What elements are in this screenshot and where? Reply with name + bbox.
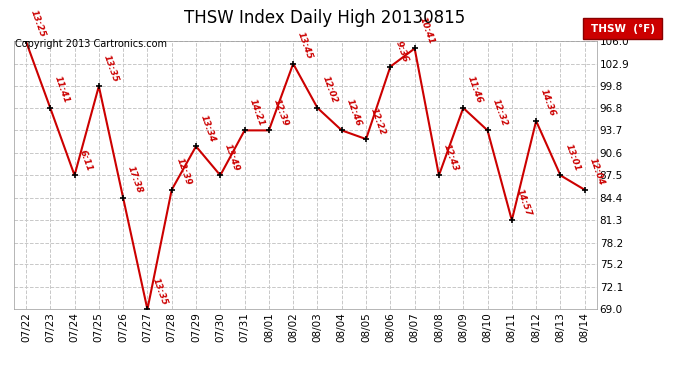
Text: 12:32: 12:32 bbox=[491, 98, 509, 128]
Text: 11:41: 11:41 bbox=[53, 75, 71, 105]
Text: 13:49: 13:49 bbox=[223, 142, 241, 172]
Text: THSW Index Daily High 20130815: THSW Index Daily High 20130815 bbox=[184, 9, 465, 27]
Text: 12:04: 12:04 bbox=[588, 157, 606, 187]
Text: 12:39: 12:39 bbox=[175, 157, 193, 187]
Text: 12:43: 12:43 bbox=[442, 142, 460, 172]
Text: 11:46: 11:46 bbox=[466, 75, 484, 105]
Text: 14:21: 14:21 bbox=[248, 98, 266, 128]
Text: 9:36: 9:36 bbox=[393, 40, 409, 64]
Text: 13:25: 13:25 bbox=[29, 8, 47, 38]
Text: 10:41: 10:41 bbox=[417, 16, 436, 46]
Text: 13:45: 13:45 bbox=[296, 31, 315, 61]
Text: 13:01: 13:01 bbox=[563, 142, 582, 172]
Text: THSW  (°F): THSW (°F) bbox=[591, 24, 655, 33]
Text: 17:38: 17:38 bbox=[126, 165, 144, 195]
Text: 12:39: 12:39 bbox=[272, 98, 290, 128]
Text: 13:35: 13:35 bbox=[150, 276, 168, 306]
Text: 6:11: 6:11 bbox=[77, 148, 94, 172]
Text: Copyright 2013 Cartronics.com: Copyright 2013 Cartronics.com bbox=[15, 39, 167, 50]
Text: 14:36: 14:36 bbox=[539, 88, 558, 118]
Text: 12:46: 12:46 bbox=[345, 98, 363, 128]
Text: 13:35: 13:35 bbox=[101, 53, 120, 83]
Text: 12:22: 12:22 bbox=[369, 106, 387, 136]
Text: 14:57: 14:57 bbox=[515, 188, 533, 218]
Text: 12:02: 12:02 bbox=[320, 75, 339, 105]
Text: 13:34: 13:34 bbox=[199, 114, 217, 143]
